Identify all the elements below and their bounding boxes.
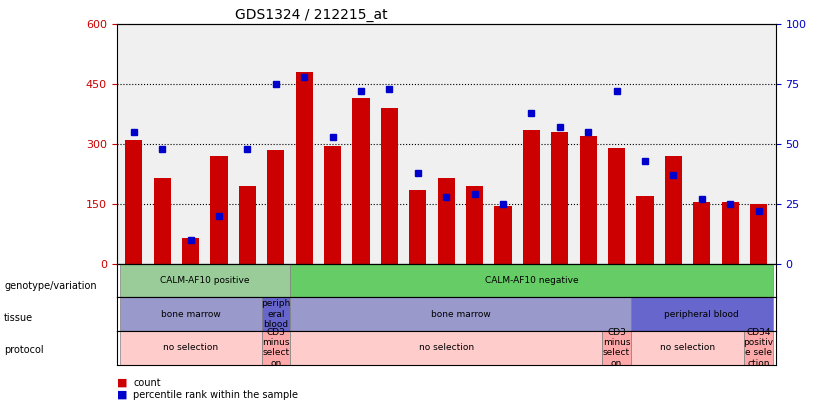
Bar [182,238,199,264]
Bar [262,297,290,331]
Bar [409,190,426,264]
Bar [119,331,262,364]
Bar [239,186,256,264]
Bar [665,156,682,264]
Bar [602,331,631,364]
Bar [153,178,171,264]
Bar [290,297,631,331]
Bar [262,331,290,364]
Bar [381,108,398,264]
Text: ■: ■ [117,390,128,400]
Bar [693,202,711,264]
Bar [290,264,773,297]
Text: bone marrow: bone marrow [430,309,490,318]
Bar [125,140,143,264]
Text: bone marrow: bone marrow [161,309,220,318]
Bar [210,156,228,264]
Bar [324,146,341,264]
Bar [551,132,568,264]
Bar [267,150,284,264]
Bar [636,196,654,264]
Bar [495,206,511,264]
Text: tissue: tissue [4,313,33,323]
Bar [290,331,602,364]
Bar [745,331,773,364]
Bar [631,297,773,331]
Text: count: count [133,378,161,388]
Text: CD3
minus
select
on: CD3 minus select on [603,328,631,368]
Bar [721,202,739,264]
Text: percentile rank within the sample: percentile rank within the sample [133,390,299,400]
Bar [608,148,626,264]
Text: no selection: no selection [163,343,219,352]
Text: GDS1324 / 212215_at: GDS1324 / 212215_at [235,8,388,22]
Bar [296,72,313,264]
Bar [523,130,540,264]
Text: no selection: no selection [419,343,474,352]
Text: ■: ■ [117,378,128,388]
Bar [750,204,767,264]
Text: CALM-AF10 negative: CALM-AF10 negative [485,276,578,285]
Bar [119,264,290,297]
Bar [631,331,745,364]
Text: periph
eral
blood: periph eral blood [261,299,290,329]
Text: CD3
minus
select
on: CD3 minus select on [262,328,289,368]
Bar [438,178,455,264]
Bar [353,98,369,264]
Bar [119,297,262,331]
Text: CD34
positiv
e sele
ction: CD34 positiv e sele ction [744,328,774,368]
Bar [466,186,483,264]
Text: protocol: protocol [4,345,44,355]
Bar [580,136,596,264]
Text: CALM-AF10 positive: CALM-AF10 positive [160,276,249,285]
Text: no selection: no selection [660,343,715,352]
Text: genotype/variation: genotype/variation [4,281,97,290]
Text: peripheral blood: peripheral blood [665,309,739,318]
